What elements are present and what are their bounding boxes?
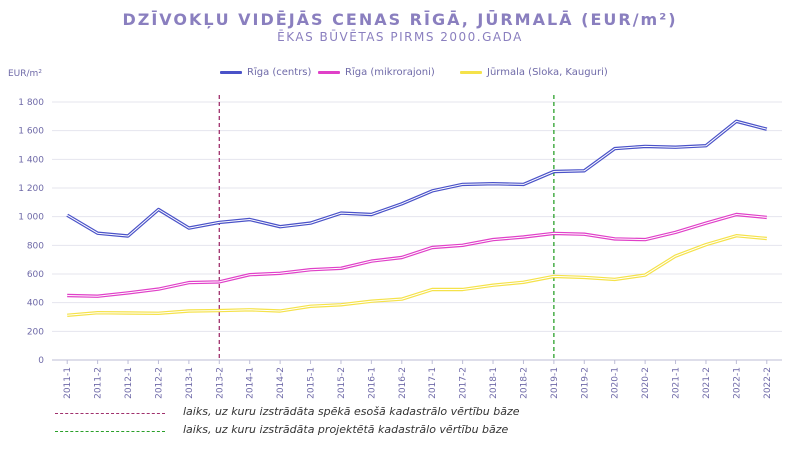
legend-swatch <box>220 71 242 74</box>
y-tick-label: 1 200 <box>18 184 44 194</box>
x-tick-label: 2017-1 <box>428 367 438 399</box>
legend-label: Rīga (mikrorajoni) <box>345 67 435 78</box>
x-tick-label: 2016-2 <box>398 367 408 399</box>
x-tick-label: 2019-2 <box>580 367 590 399</box>
note-text: laiks, uz kuru izstrādāta spēkā esošā ka… <box>183 405 520 418</box>
x-tick-label: 2011-2 <box>94 367 104 399</box>
x-tick-label: 2020-1 <box>611 367 621 399</box>
x-tick-label: 2012-2 <box>154 367 164 399</box>
series-line-inner-3 <box>67 235 767 316</box>
y-tick-label: 400 <box>27 299 44 309</box>
legend: Rīga (centrs) Rīga (mikrorajoni) Jūrmala… <box>0 67 800 83</box>
legend-swatch <box>318 71 340 74</box>
x-tick-label: 2022-1 <box>732 367 742 399</box>
legend-swatch <box>460 71 482 74</box>
chart-subtitle: ĒKAS BŪVĒTAS PIRMS 2000.GADA <box>277 30 523 44</box>
chart-title: DZĪVOKĻU VIDĒJĀS CENAS RĪGĀ, JŪRMALĀ (EU… <box>122 10 678 29</box>
x-tick-label: 2015-2 <box>337 367 347 399</box>
y-tick-label: 800 <box>27 241 44 251</box>
y-tick-label: 1 000 <box>18 213 44 223</box>
note-line-green <box>55 431 165 432</box>
x-tick-label: 2015-1 <box>307 367 317 399</box>
legend-label: Rīga (centrs) <box>247 67 312 78</box>
y-tick-label: 1 800 <box>18 98 44 108</box>
y-tick-label: 600 <box>27 270 44 280</box>
series-line-3 <box>67 233 767 317</box>
x-tick-label: 2014-1 <box>246 367 256 399</box>
y-tick-label: 0 <box>38 356 44 366</box>
x-tick-label: 2019-1 <box>550 367 560 399</box>
series-line-1 <box>66 119 768 238</box>
x-tick-label: 2011-1 <box>63 367 73 399</box>
y-tick-label: 1 400 <box>18 155 44 165</box>
y-tick-label: 1 600 <box>18 127 44 137</box>
note-line-purple <box>55 413 165 414</box>
series-line-inner-1 <box>66 120 767 237</box>
x-tick-label: 2013-1 <box>185 367 195 399</box>
x-tick-label: 2018-2 <box>519 367 529 399</box>
note-projected-cadastral-base: laiks, uz kuru izstrādāta projektētā kad… <box>55 423 755 439</box>
note-text: laiks, uz kuru izstrādāta projektētā kad… <box>183 423 509 436</box>
legend-label: Jūrmala (Sloka, Kauguri) <box>487 67 608 78</box>
x-tick-label: 2016-1 <box>367 367 377 399</box>
x-tick-label: 2022-2 <box>763 367 773 399</box>
x-tick-label: 2021-2 <box>702 367 712 399</box>
y-tick-label: 200 <box>27 327 44 337</box>
x-tick-label: 2020-2 <box>641 367 651 399</box>
series-line-inner-2 <box>67 214 767 297</box>
x-tick-label: 2012-1 <box>124 367 134 399</box>
x-tick-label: 2017-2 <box>459 367 469 399</box>
x-tick-label: 2014-2 <box>276 367 286 399</box>
x-tick-label: 2013-2 <box>215 367 225 399</box>
x-tick-label: 2018-1 <box>489 367 499 399</box>
legend-item-riga-centrs: Rīga (centrs) <box>220 67 311 78</box>
y-axis-unit-label: EUR/m² <box>8 69 42 79</box>
x-tick-label: 2021-1 <box>672 367 682 399</box>
legend-item-riga-mikrorajoni: Rīga (mikrorajoni) <box>318 67 435 78</box>
series-line-2 <box>67 212 767 298</box>
note-current-cadastral-base: laiks, uz kuru izstrādāta spēkā esošā ka… <box>55 405 755 421</box>
legend-item-jurmala: Jūrmala (Sloka, Kauguri) <box>460 67 608 78</box>
